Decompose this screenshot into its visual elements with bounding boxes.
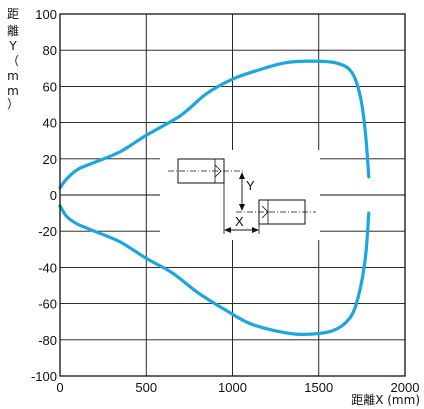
receiver-lens-arrow [261, 205, 269, 219]
x-arrow-right [252, 227, 259, 233]
y-tick-label: -60 [38, 297, 57, 312]
y-tick-label: -20 [38, 224, 57, 239]
y-axis-label-char: 離 [7, 24, 19, 38]
y-axis-label-char: （ [7, 54, 19, 68]
x-tick-label: 1500 [304, 380, 333, 395]
series-line-lower [58, 204, 371, 336]
y-axis-label-char: ） [7, 97, 19, 111]
grid-lines [60, 14, 405, 376]
y-tick-label: 0 [50, 188, 57, 203]
y-tick-label: -80 [38, 333, 57, 348]
curve-layer [58, 59, 371, 336]
diagram-label-x: X [235, 214, 244, 229]
y-tick-label: 100 [35, 7, 57, 22]
x-tick-label: 500 [135, 380, 157, 395]
y-axis-label: 距離Y（mm） [7, 7, 19, 111]
y-axis-label-char: m [7, 69, 19, 83]
y-tick-label: 40 [43, 116, 57, 131]
series-line-upper [58, 59, 371, 190]
y-axis-label-char: Y [8, 39, 17, 53]
y-tick-label: 80 [43, 43, 57, 58]
y-axis-label-char: m [7, 84, 19, 98]
y-arrow-up [239, 172, 245, 179]
x-axis-label: 距離X (mm) [351, 393, 420, 407]
y-tick-label: -40 [38, 260, 57, 275]
x-tick-label: 1000 [218, 380, 247, 395]
y-arrow-down [239, 204, 245, 211]
x-arrow-left [224, 227, 231, 233]
plot-frame [59, 13, 406, 377]
sensor-diagram: Y X [168, 158, 316, 234]
x-tick-label: 0 [56, 380, 63, 395]
y-axis-label-char: 距 [7, 7, 19, 21]
diagram-label-y: Y [246, 178, 255, 193]
x-tick-label: 2000 [391, 380, 420, 395]
y-tick-label: 60 [43, 79, 57, 94]
y-tick-label: 20 [43, 152, 57, 167]
tick-labels: 0 500 1000 1500 2000 100 80 60 40 20 0 -20 -40 -60 -80… [31, 7, 419, 395]
y-tick-label: -100 [31, 369, 57, 384]
